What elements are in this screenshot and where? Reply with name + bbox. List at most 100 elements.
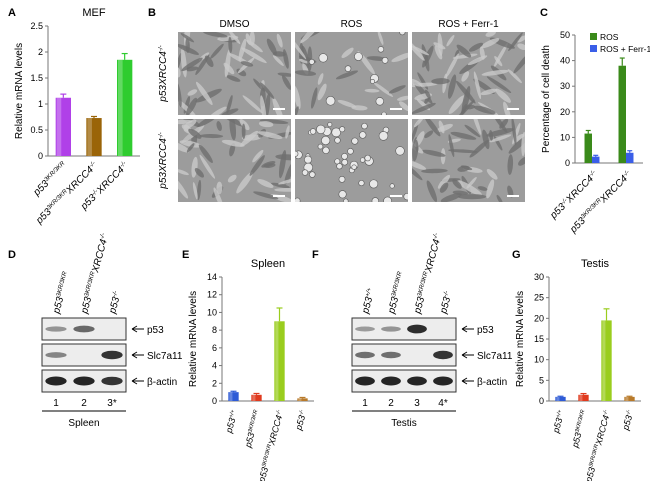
y-tick-label: 25 — [534, 293, 544, 303]
cell-shape — [216, 181, 223, 195]
cell-shape — [452, 53, 478, 59]
bar-highlight — [118, 59, 123, 156]
blot-band — [73, 325, 95, 333]
cell-shape — [492, 119, 508, 133]
blot-lane-label: p533KR/3KR — [386, 270, 408, 315]
cell-shape — [285, 125, 290, 139]
cell-shape — [199, 154, 216, 179]
cell-shape — [434, 45, 443, 60]
cell-shape — [486, 128, 515, 137]
blot-band-label: p53 — [147, 325, 164, 336]
panel-letter-b: B — [148, 7, 156, 19]
cell-shape — [421, 168, 448, 174]
cell-shape — [469, 139, 489, 158]
y-tick-label: 10 — [207, 307, 217, 317]
bar-highlight — [56, 97, 62, 156]
cell-shape — [517, 43, 525, 50]
x-tick-label: p533KR/3KR — [570, 409, 590, 450]
micrograph-row-label: p53XRCC4-/- — [158, 45, 170, 102]
y-tick-label: 30 — [560, 81, 570, 91]
cell-shape — [448, 95, 465, 114]
cell-shape — [373, 82, 394, 97]
cell-shape — [178, 168, 189, 176]
cell-shape — [180, 33, 195, 43]
legend-swatch — [590, 33, 597, 40]
cell-shape — [388, 85, 406, 94]
cell-shape — [253, 191, 279, 200]
cell-shape — [466, 176, 477, 189]
blot-band — [407, 376, 427, 386]
bar-highlight — [579, 394, 583, 401]
cell-shape — [241, 134, 262, 141]
cell-shape — [226, 75, 241, 82]
cell-shape — [178, 82, 182, 108]
cell-shape — [178, 43, 199, 55]
cell-shape — [489, 134, 512, 143]
cell-shape — [496, 194, 503, 202]
cell-shape — [489, 129, 494, 141]
rounded-cell — [339, 126, 346, 133]
blot-strip — [351, 369, 457, 393]
blot-strip — [351, 343, 457, 367]
panel-letter-g: G — [512, 249, 521, 261]
bar — [86, 118, 102, 156]
cell-shape — [181, 57, 203, 72]
bar — [251, 394, 262, 401]
x-tick-label: p53-/- — [620, 409, 635, 432]
cell-shape — [511, 119, 517, 146]
y-tick-label: 10 — [534, 355, 544, 365]
rounded-cell — [360, 157, 366, 163]
blot-band — [355, 326, 375, 332]
y-tick-label: 10 — [560, 132, 570, 142]
y-tick-label: 0 — [38, 151, 43, 161]
rounded-cell — [338, 176, 346, 183]
cell-shape — [341, 47, 354, 59]
cell-shape — [412, 78, 423, 87]
cell-shape — [307, 46, 313, 72]
cell-shape — [284, 161, 291, 185]
cell-shape — [270, 182, 290, 189]
y-tick-label: 0 — [212, 396, 217, 406]
x-tick-label: p533KR/3KRXRCC4-/- — [583, 409, 612, 481]
cell-shape — [438, 120, 445, 134]
rounded-cell — [344, 65, 352, 72]
rounded-cell — [383, 196, 392, 202]
rounded-cell — [378, 131, 389, 141]
cell-shape — [224, 49, 231, 78]
blot-band-label: Slc7a11 — [477, 351, 513, 362]
cell-shape — [424, 130, 434, 139]
arrow-head — [131, 351, 138, 359]
blot-band — [101, 350, 123, 360]
bar — [601, 320, 612, 401]
rounded-cell — [403, 193, 408, 201]
rounded-cell — [399, 32, 406, 36]
blot-band — [73, 376, 95, 386]
scale-bar — [390, 108, 402, 110]
rounded-cell — [358, 180, 365, 187]
rounded-cell — [309, 128, 317, 135]
cell-shape — [426, 180, 438, 202]
x-tick-label: p533KR/3KRXRCC4-/- — [256, 409, 285, 481]
rounded-cell — [331, 127, 341, 138]
y-tick-label: 8 — [212, 325, 217, 335]
cell-shape — [281, 75, 291, 90]
cell-shape — [239, 119, 250, 131]
cell-shape — [238, 38, 247, 62]
cell-shape — [507, 69, 522, 84]
cell-shape — [399, 101, 408, 112]
rounded-cell — [325, 96, 336, 106]
cell-shape — [252, 149, 264, 163]
micrograph-cells — [412, 119, 525, 202]
cell-shape — [192, 182, 198, 200]
cell-shape — [317, 83, 327, 101]
rounded-cell — [341, 153, 348, 160]
chart-title: Spleen — [251, 258, 285, 270]
cell-shape — [424, 119, 441, 137]
y-tick-label: 50 — [560, 30, 570, 40]
y-axis-label: Relative mRNA levels — [515, 291, 526, 387]
legend-label: ROS — [600, 32, 619, 42]
cell-shape — [186, 143, 195, 153]
cell-shape — [242, 95, 263, 114]
cell-shape — [456, 180, 482, 196]
cell-shape — [178, 67, 181, 78]
